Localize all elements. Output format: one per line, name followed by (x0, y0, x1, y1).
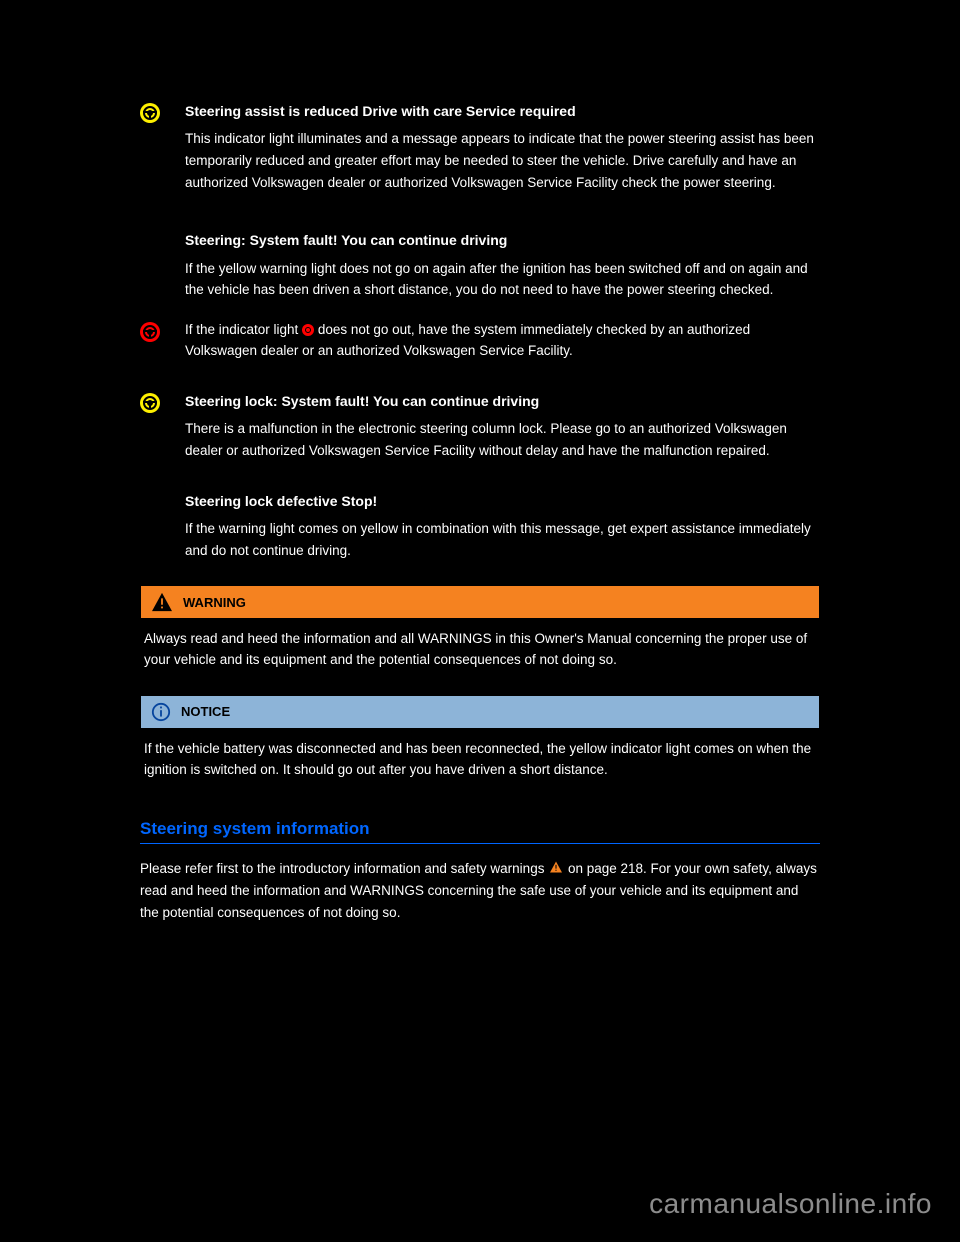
section-row-2: Steering: System fault! You can continue… (185, 229, 820, 301)
steering-red-inline-icon (302, 324, 314, 336)
body-before: Please refer first to the introductory i… (140, 861, 548, 876)
section-body: If the yellow warning light does not go … (185, 258, 820, 301)
steering-yellow-icon (140, 393, 160, 413)
notice-body: If the vehicle battery was disconnected … (140, 729, 820, 795)
section-heading: Steering: System fault! You can continue… (185, 229, 820, 251)
section-heading: Steering lock: System fault! You can con… (185, 390, 820, 412)
text-column: If the indicator light does not go out, … (185, 319, 820, 362)
notice-label: NOTICE (181, 704, 230, 719)
warning-label: WARNING (183, 595, 246, 610)
icon-column (140, 319, 185, 342)
warning-triangle-icon (151, 592, 173, 612)
notice-circle-icon (151, 702, 171, 722)
section-heading: Steering assist is reduced Drive with ca… (185, 100, 820, 122)
section-body: This indicator light illuminates and a m… (185, 128, 820, 193)
steering-info-body: Please refer first to the introductory i… (140, 858, 820, 923)
steering-yellow-icon (140, 103, 160, 123)
section-row-1: Steering assist is reduced Drive with ca… (140, 100, 820, 193)
steering-red-icon (140, 322, 160, 342)
watermark-text: carmanualsonline.info (649, 1188, 932, 1220)
icon-column (140, 390, 185, 413)
section-body: If the warning light comes on yellow in … (185, 518, 820, 561)
section-row-3: If the indicator light does not go out, … (140, 319, 820, 362)
section-body: If the indicator light does not go out, … (185, 319, 820, 362)
section-row-4: Steering lock: System fault! You can con… (140, 390, 820, 462)
icon-column (140, 100, 185, 123)
body-before: If the indicator light (185, 322, 302, 337)
text-column: Steering assist is reduced Drive with ca… (185, 100, 820, 193)
warning-body: Always read and heed the information and… (140, 619, 820, 685)
notice-callout: NOTICE If the vehicle battery was discon… (140, 695, 820, 795)
notice-header: NOTICE (140, 695, 820, 729)
notice-text: If the vehicle battery was disconnected … (144, 739, 816, 781)
manual-page: Steering assist is reduced Drive with ca… (0, 0, 960, 1003)
warning-text: Always read and heed the information and… (144, 629, 816, 671)
section-heading: Steering lock defective Stop! (185, 490, 820, 512)
warning-callout: WARNING Always read and heed the informa… (140, 585, 820, 685)
warning-header: WARNING (140, 585, 820, 619)
warning-triangle-inline-icon (549, 858, 563, 880)
section-row-5: Steering lock defective Stop! If the war… (185, 490, 820, 562)
text-column: Steering lock: System fault! You can con… (185, 390, 820, 462)
section-body: There is a malfunction in the electronic… (185, 418, 820, 461)
steering-info-heading: Steering system information (140, 819, 820, 844)
